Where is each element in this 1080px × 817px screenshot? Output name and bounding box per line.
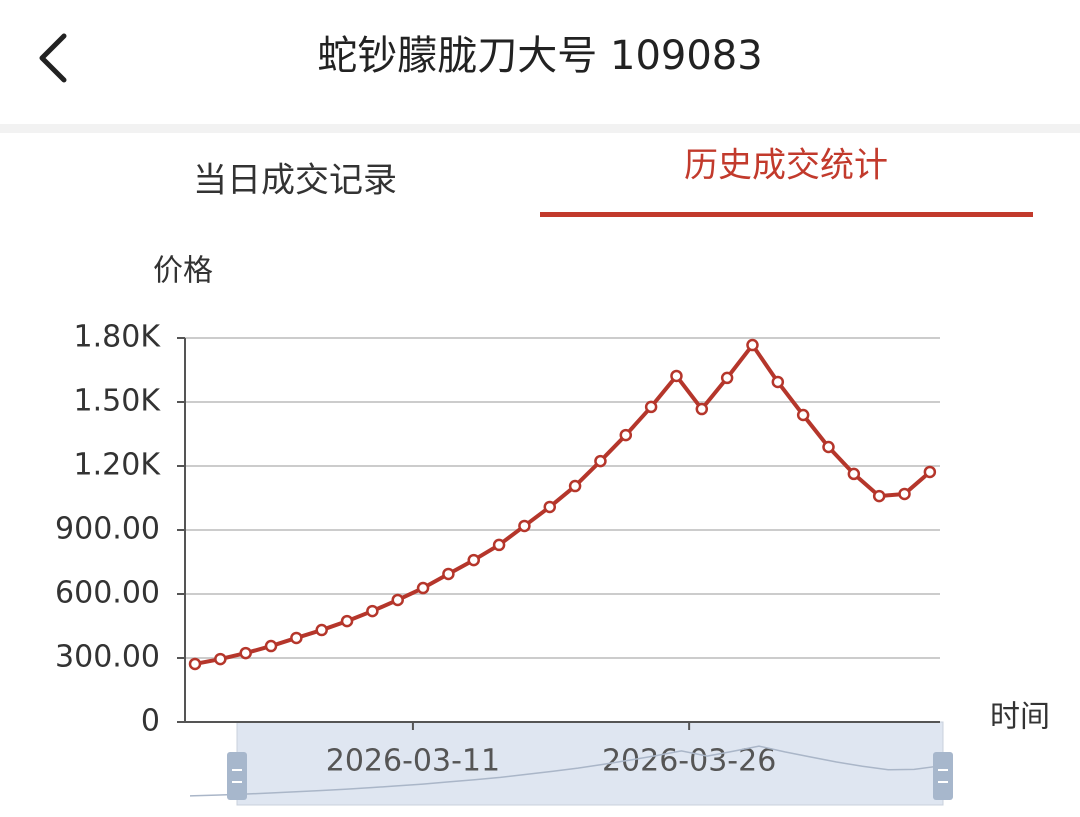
data-point [872, 489, 886, 503]
data-point [594, 454, 607, 468]
separator [0, 124, 1080, 133]
data-point [746, 338, 759, 352]
x-tick-label: 2026-03-11 [326, 744, 500, 779]
page-title: 蛇钞朦胧刀大号 109083 [317, 33, 762, 79]
data-point [518, 519, 531, 533]
handle-right[interactable] [933, 752, 953, 800]
data-point [214, 652, 227, 666]
data-point [568, 479, 582, 493]
data-point [720, 371, 734, 385]
data-point [847, 467, 861, 481]
data-point [442, 567, 455, 581]
data-point [264, 639, 278, 653]
price-line [194, 343, 932, 666]
y-tick-label: 0 [141, 704, 160, 739]
data-point [239, 646, 252, 660]
tab-active[interactable]: 历史成交统计 [684, 146, 888, 186]
data-point [771, 375, 785, 389]
data-point [923, 465, 937, 479]
data-point [366, 604, 379, 618]
back-button[interactable] [39, 33, 67, 83]
handle-left[interactable] [227, 752, 247, 800]
data-point [340, 614, 354, 628]
tab[interactable]: 当日成交记录 [193, 161, 397, 201]
y-tick-label: 900.00 [55, 512, 160, 547]
data-point [467, 553, 480, 567]
y-tick-label: 1.50K [74, 384, 162, 419]
data-point [822, 440, 835, 454]
y-tick-label: 1.80K [74, 320, 162, 355]
x-axis-label: 时间 [990, 700, 1050, 735]
y-tick-label: 600.00 [55, 576, 160, 611]
data-point [416, 581, 430, 595]
data-point [619, 428, 633, 442]
data-point [391, 593, 404, 607]
tab-underline [540, 212, 1033, 217]
data-point [188, 657, 202, 671]
slider-handles [227, 752, 953, 800]
data-point [796, 408, 810, 422]
data-point [695, 402, 709, 416]
y-tick-label: 300.00 [55, 640, 160, 675]
plot: 0 300.00 600.00 900.00 1.20K 1.50K 1.80K 2026-0… [55, 320, 941, 797]
slider-shadow-line [189, 745, 941, 797]
y-axis-label: 价格 [153, 254, 213, 289]
data-point [644, 400, 658, 414]
data-point [290, 631, 303, 645]
zoom-slider[interactable] [236, 721, 944, 806]
x-tick-label: 2026-03-26 [602, 744, 776, 779]
data-point [492, 538, 506, 552]
data-point [543, 500, 557, 514]
y-tick-label: 1.20K [74, 448, 162, 483]
data-point [898, 487, 911, 501]
data-point [315, 623, 328, 637]
data-point [670, 369, 683, 383]
